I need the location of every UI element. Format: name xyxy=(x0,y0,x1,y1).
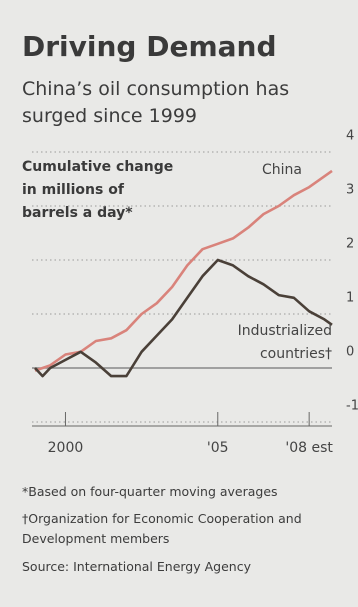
line-series xyxy=(34,258,333,378)
footnote: *Based on four-quarter moving averages xyxy=(22,484,278,499)
y-tick-label: 2 xyxy=(346,237,354,252)
y-label-line: Cumulative change xyxy=(22,159,174,175)
y-tick-label: 0 xyxy=(346,345,354,360)
subtitle-line: surged since 1999 xyxy=(22,105,198,127)
source: Source: International Energy Agency xyxy=(22,559,251,574)
subtitle-line: China’s oil consumption has xyxy=(22,78,290,100)
y-tick-label: 3 xyxy=(346,183,354,198)
line-series xyxy=(34,169,333,372)
y-tick-label: 4 xyxy=(346,129,354,144)
series-label: Industrialized countries† xyxy=(237,323,332,362)
x-tick-label: '05 xyxy=(207,440,229,456)
footnotes: *Based on four-quarter moving averages †… xyxy=(22,480,342,578)
footnote: †Organization for Economic Cooperation a… xyxy=(22,511,302,546)
chart-title: Driving Demand xyxy=(22,30,277,63)
y-axis-label: Cumulative change in millions of barrels… xyxy=(22,156,173,225)
y-label-line: in millions of xyxy=(22,182,124,198)
y-tick-label: 1 xyxy=(346,291,354,306)
x-tick-label: 2000 xyxy=(48,440,84,456)
y-tick-label: -1 xyxy=(346,399,358,414)
x-tick-label: '08 est xyxy=(285,440,333,456)
series-label: China xyxy=(262,162,302,178)
subtitle: China’s oil consumption has surged since… xyxy=(22,76,289,130)
y-label-line: barrels a day* xyxy=(22,205,133,221)
